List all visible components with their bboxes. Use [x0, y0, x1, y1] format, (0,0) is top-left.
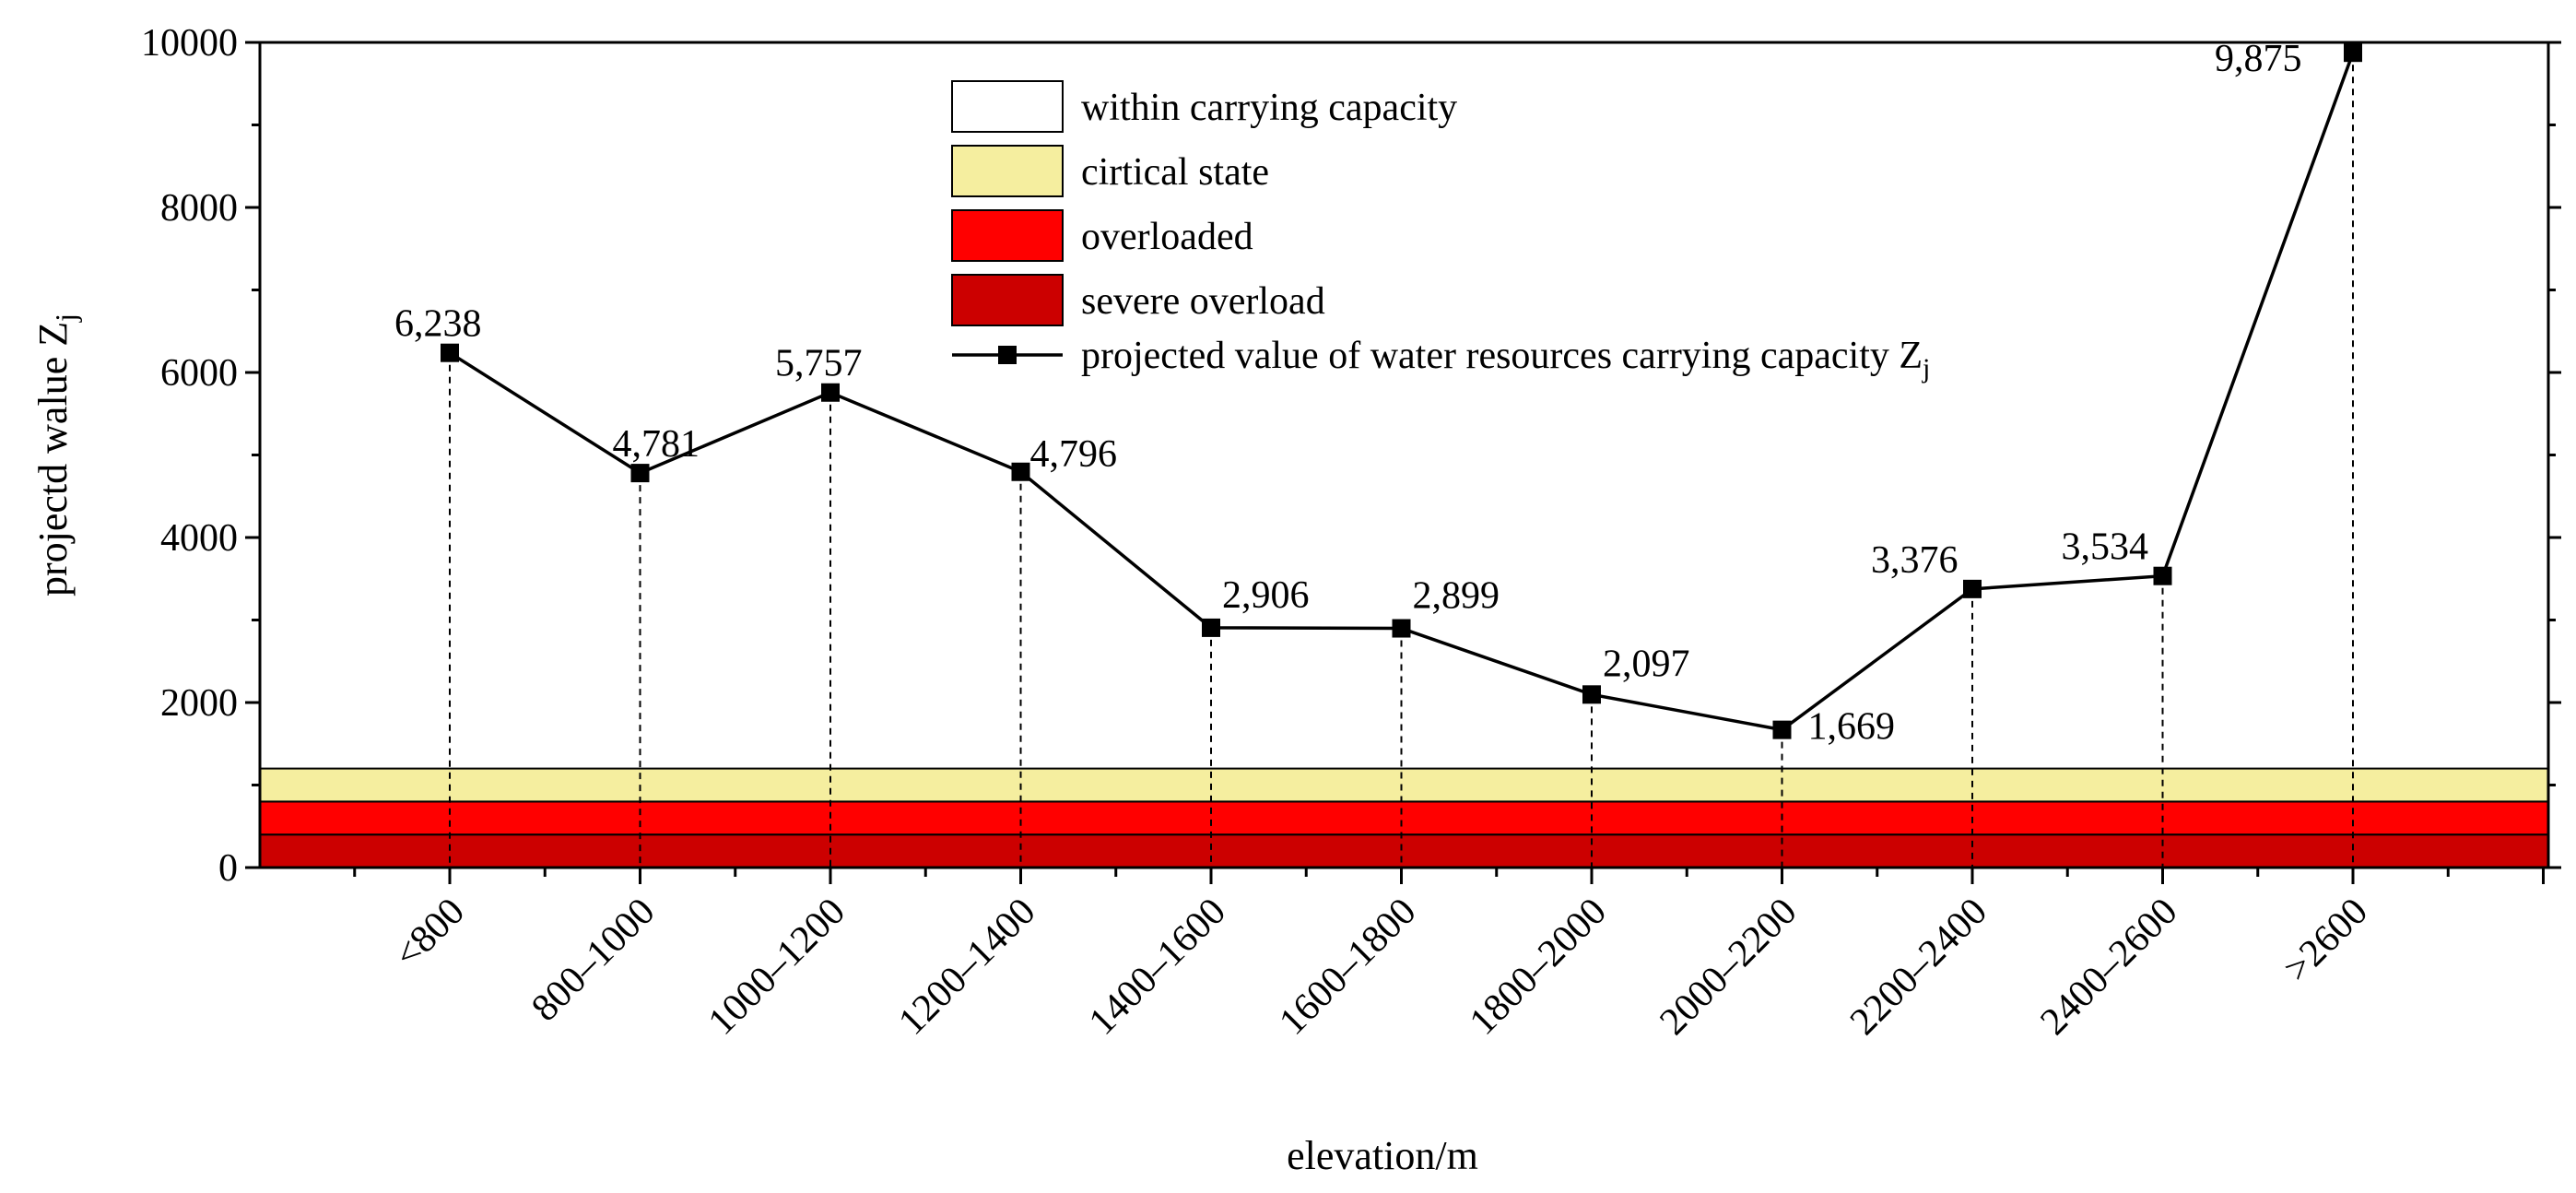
- data-label: 5,757: [775, 343, 863, 385]
- legend-swatch-3: [951, 274, 1064, 326]
- data-point: [821, 383, 840, 402]
- data-label: 3,534: [2062, 526, 2149, 569]
- data-label: 1,669: [1808, 706, 1896, 749]
- x-tick-label: <800: [386, 891, 473, 977]
- legend-swatch-2: [951, 209, 1064, 262]
- axis-titles: elevation/m projectd walue Zj: [30, 313, 1478, 1178]
- x-tick-label: 1200–1400: [890, 891, 1043, 1044]
- data-label: 4,781: [613, 423, 700, 466]
- x-tick-label: 2200–2400: [1842, 891, 1995, 1044]
- data-series: 6,238 4,781 5,757 4,796 2,906 2,899 2,097 1,669…: [394, 38, 2362, 749]
- x-tick-label: 1800–2000: [1462, 891, 1615, 1044]
- y-tick-label: 8000: [160, 187, 238, 230]
- legend-label: severe overload: [1081, 280, 1325, 323]
- data-point: [1963, 579, 1982, 598]
- data-label: 6,238: [394, 303, 482, 346]
- legend-swatch-0: [951, 80, 1064, 133]
- x-tick-label: 2000–2200: [1652, 891, 1805, 1044]
- band-1: [259, 800, 2549, 836]
- data-point: [630, 464, 650, 483]
- data-label: 4,796: [1030, 433, 1118, 476]
- x-tick-label: 800–1000: [523, 891, 663, 1030]
- data-label: 2,906: [1222, 574, 1310, 617]
- x-tick-label: 1400–1600: [1081, 891, 1234, 1044]
- data-point: [1392, 619, 1411, 638]
- data-point: [1582, 685, 1601, 704]
- x-tick-label: 1600–1800: [1271, 891, 1424, 1044]
- y-axis-title: projectd walue Zj: [30, 313, 82, 596]
- legend-swatch-1: [951, 145, 1064, 197]
- y-tick-label: 4000: [160, 517, 238, 560]
- x-axis-title: elevation/m: [1287, 1133, 1478, 1178]
- data-point: [2344, 43, 2362, 63]
- axes: 0 2000 4000 6000 8000 10000 <800 800–1000 1000–1…: [141, 22, 2561, 1044]
- data-point: [1011, 462, 1030, 481]
- data-point: [2153, 566, 2172, 585]
- capacity-bands: [259, 767, 2549, 869]
- data-label: 3,376: [1871, 539, 1958, 582]
- band-2: [259, 767, 2549, 803]
- y-tick-label: 6000: [160, 352, 238, 395]
- data-label: 2,899: [1413, 575, 1500, 618]
- data-point: [1772, 720, 1792, 739]
- drop-lines: [449, 53, 2354, 868]
- x-tick-label: 2400–2600: [2032, 891, 2185, 1044]
- y-axis-title-subscript: j: [49, 313, 82, 323]
- legend-marker-sample: [998, 346, 1017, 364]
- data-point: [1202, 618, 1220, 637]
- band-0: [259, 833, 2549, 869]
- legend-label: projected value of water resources carry…: [1081, 335, 1930, 384]
- x-tick-label: 1000–1200: [700, 891, 853, 1044]
- legend-label: cirtical state: [1081, 151, 1269, 194]
- data-point: [441, 343, 459, 362]
- legend-label: within carrying capacity: [1081, 87, 1457, 129]
- legend-label-subscript: j: [1922, 353, 1930, 384]
- y-tick-label: 10000: [141, 22, 238, 65]
- y-axis-title-main: projectd walue Z: [30, 322, 76, 596]
- y-tick-label: 0: [218, 847, 238, 890]
- y-tick-label: 2000: [160, 682, 238, 725]
- legend-label-main: projected value of water resources carry…: [1081, 335, 1923, 377]
- data-label: 9,875: [2215, 38, 2302, 80]
- x-tick-label: >2600: [2276, 891, 2376, 991]
- legend: within carrying capacity cirtical state ov…: [951, 80, 1930, 384]
- data-label: 2,097: [1603, 643, 1690, 685]
- legend-label: overloaded: [1081, 216, 1253, 258]
